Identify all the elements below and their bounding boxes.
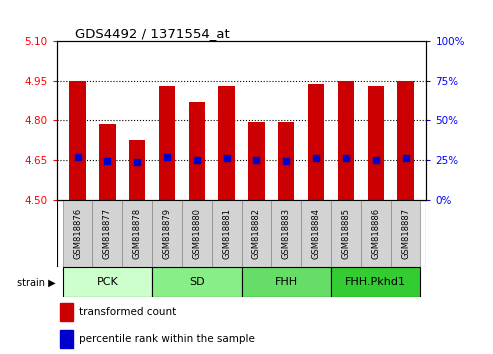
Text: GSM818882: GSM818882	[252, 208, 261, 259]
Bar	[331, 200, 361, 267]
Text: percentile rank within the sample: percentile rank within the sample	[79, 334, 255, 344]
Bar	[70, 80, 86, 200]
Bar	[368, 86, 384, 200]
Point	[163, 154, 171, 160]
Bar	[212, 200, 242, 267]
Bar	[159, 86, 175, 200]
Text: GDS4492 / 1371554_at: GDS4492 / 1371554_at	[75, 27, 230, 40]
Text: GSM818879: GSM818879	[163, 208, 172, 259]
Bar	[60, 303, 73, 321]
Point	[252, 158, 260, 163]
Point	[372, 157, 380, 162]
Point	[104, 158, 111, 164]
Bar	[60, 330, 73, 348]
Bar	[390, 200, 421, 267]
Bar	[278, 122, 294, 200]
Point	[193, 157, 201, 163]
Text: FHH: FHH	[275, 277, 298, 287]
Point	[73, 154, 81, 160]
Text: GSM818887: GSM818887	[401, 208, 410, 259]
Bar	[182, 200, 212, 267]
Text: GSM818878: GSM818878	[133, 208, 141, 259]
Text: GSM818886: GSM818886	[371, 208, 380, 259]
Point	[312, 155, 320, 161]
Bar	[397, 80, 414, 200]
Text: SD: SD	[189, 277, 205, 287]
Point	[282, 158, 290, 164]
Bar	[122, 200, 152, 267]
Text: GSM818876: GSM818876	[73, 208, 82, 259]
Bar	[152, 267, 242, 297]
Bar	[271, 200, 301, 267]
Text: GSM818881: GSM818881	[222, 208, 231, 259]
Bar	[242, 267, 331, 297]
Bar	[242, 200, 271, 267]
Text: GSM818880: GSM818880	[192, 208, 201, 259]
Text: PCK: PCK	[97, 277, 118, 287]
Bar	[63, 267, 152, 297]
Bar	[308, 84, 324, 200]
Bar	[93, 200, 122, 267]
Bar	[338, 80, 354, 200]
Text: FHH.Pkhd1: FHH.Pkhd1	[345, 277, 406, 287]
Point	[342, 155, 350, 161]
Bar	[361, 200, 390, 267]
Text: transformed count: transformed count	[79, 307, 176, 317]
Bar	[99, 124, 115, 200]
Point	[133, 159, 141, 165]
Bar	[63, 200, 93, 267]
Bar	[331, 267, 421, 297]
Text: GSM818885: GSM818885	[342, 208, 351, 259]
Text: GSM818883: GSM818883	[282, 208, 291, 259]
Text: strain ▶: strain ▶	[17, 277, 55, 287]
Text: GSM818877: GSM818877	[103, 208, 112, 259]
Bar	[189, 102, 205, 200]
Point	[223, 155, 231, 160]
Point	[402, 155, 410, 160]
Bar	[248, 122, 265, 200]
Text: GSM818884: GSM818884	[312, 208, 320, 259]
Bar	[218, 86, 235, 200]
Bar	[152, 200, 182, 267]
Bar	[301, 200, 331, 267]
Bar	[129, 140, 145, 200]
